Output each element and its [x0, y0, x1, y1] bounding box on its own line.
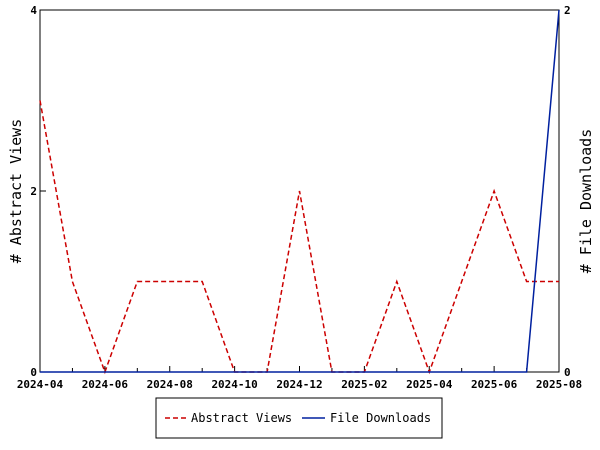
series-line-file-downloads: [40, 9, 560, 373]
legend-label-abstract-views: Abstract Views: [191, 411, 292, 425]
x-tick-label: 2024-06: [82, 378, 129, 391]
x-tick-label: 2024-08: [147, 378, 193, 391]
series-layer: [39, 9, 560, 375]
x-tick-label: 2025-06: [471, 378, 518, 391]
x-tick-label: 2024-10: [211, 378, 257, 391]
series-line-abstract-views: [39, 100, 559, 375]
x-tick-label: 2024-04: [17, 378, 64, 391]
y-left-tick-label: 4: [30, 4, 37, 17]
legend-label-file-downloads: File Downloads: [330, 411, 431, 425]
labels: 2024-04 2024-06 2024-08 2024-10 2024-12 2025-…: [17, 4, 582, 391]
y-left-tick-label: 2: [30, 185, 37, 198]
y-right-tick-label: 2: [564, 4, 571, 17]
x-tick-label: 2025-04: [406, 378, 453, 391]
legend: Abstract Views File Downloads: [155, 397, 443, 439]
x-tick-label: 2025-08: [536, 378, 582, 391]
y-left-axis-title: # Abstract Views: [7, 119, 25, 264]
y-left-tick-label: 0: [30, 366, 37, 379]
y-right-tick-label: 0: [564, 366, 571, 379]
legend-box: [155, 397, 443, 439]
x-tick-label: 2025-02: [341, 378, 387, 391]
x-tick-label: 2024-12: [276, 378, 322, 391]
y-right-axis-title: # File Downloads: [577, 129, 595, 274]
